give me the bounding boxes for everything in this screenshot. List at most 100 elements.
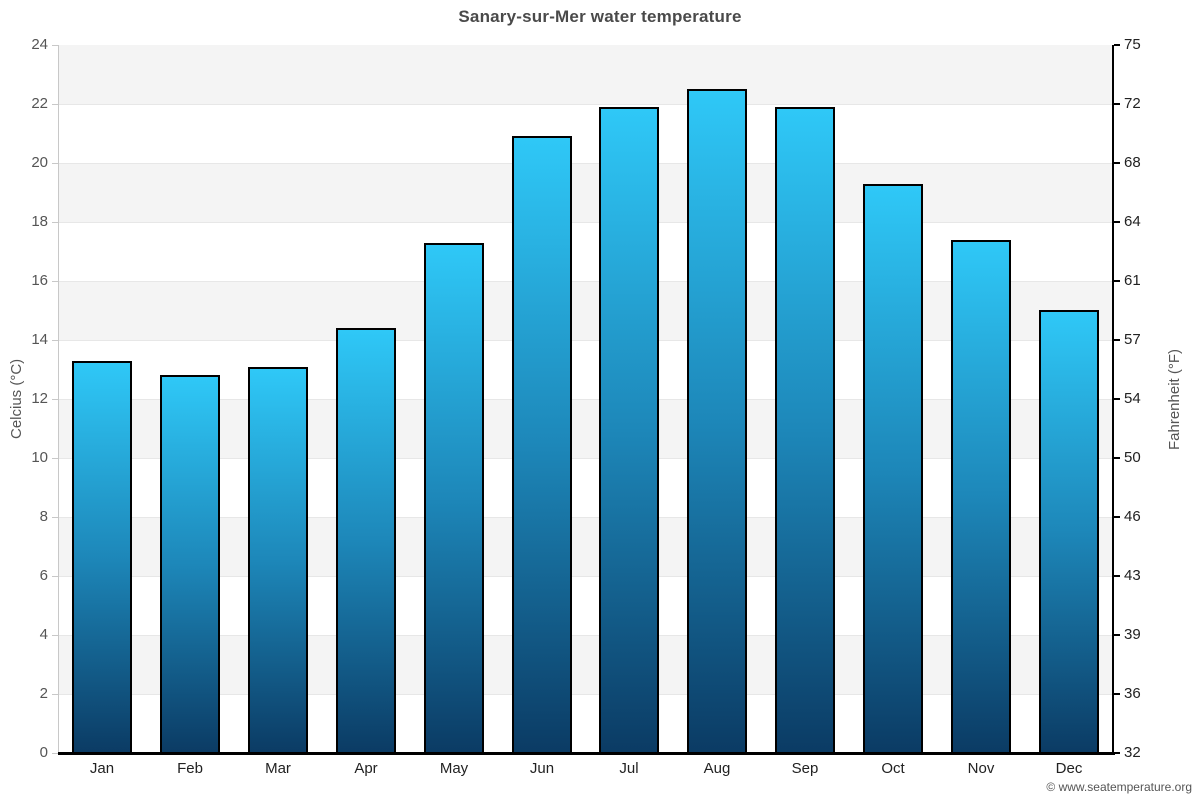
left-tick-label: 0 xyxy=(39,744,48,761)
gridline xyxy=(58,222,1113,223)
left-tick-label: 6 xyxy=(39,567,48,584)
plot-band xyxy=(58,45,1113,104)
plot-band xyxy=(58,458,1113,517)
plot-band xyxy=(58,576,1113,635)
x-tick-label-sep: Sep xyxy=(791,760,819,777)
plot-band xyxy=(58,694,1113,753)
x-tick-label-mar: Mar xyxy=(265,760,291,777)
x-tick-label-feb: Feb xyxy=(177,760,203,777)
right-axis-line xyxy=(1112,45,1114,753)
bar-jan[interactable] xyxy=(72,361,132,753)
x-tick-label-jul: Jul xyxy=(619,760,639,777)
bar-may[interactable] xyxy=(424,243,484,753)
x-tick-label-nov: Nov xyxy=(967,760,995,777)
right-tick-mark xyxy=(1114,44,1120,46)
right-tick-label: 68 xyxy=(1124,154,1141,171)
bar-mar[interactable] xyxy=(248,367,308,753)
left-tick-mark xyxy=(52,753,58,754)
right-tick-mark xyxy=(1114,693,1120,695)
left-tick-label: 18 xyxy=(31,213,48,230)
gridline xyxy=(58,104,1113,105)
left-tick-mark xyxy=(52,399,58,400)
right-tick-label: 64 xyxy=(1124,213,1141,230)
gridline xyxy=(58,340,1113,341)
bar-jun[interactable] xyxy=(512,136,572,753)
bottom-axis-line xyxy=(58,752,1115,755)
bar-jul[interactable] xyxy=(599,107,659,753)
right-tick-mark xyxy=(1114,516,1120,518)
bar-dec[interactable] xyxy=(1039,310,1099,753)
right-tick-label: 54 xyxy=(1124,390,1141,407)
bar-nov[interactable] xyxy=(951,240,1011,753)
left-tick-mark xyxy=(52,104,58,105)
bar-sep[interactable] xyxy=(775,107,835,753)
left-tick-label: 12 xyxy=(31,390,48,407)
left-tick-mark xyxy=(52,576,58,577)
right-tick-label: 32 xyxy=(1124,744,1141,761)
right-tick-label: 57 xyxy=(1124,331,1141,348)
y-axis-title-fahrenheit: Fahrenheit (°F) xyxy=(1166,348,1183,450)
right-tick-mark xyxy=(1114,103,1120,105)
left-tick-label: 22 xyxy=(31,95,48,112)
chart-title: Sanary-sur-Mer water temperature xyxy=(458,7,742,26)
gridline xyxy=(58,281,1113,282)
left-tick-mark xyxy=(52,694,58,695)
right-tick-label: 75 xyxy=(1124,36,1141,53)
gridline xyxy=(58,458,1113,459)
left-tick-label: 10 xyxy=(31,449,48,466)
copyright: © www.seatemperature.org xyxy=(1046,780,1192,794)
right-tick-mark xyxy=(1114,575,1120,577)
gridline xyxy=(58,635,1113,636)
right-tick-label: 50 xyxy=(1124,449,1141,466)
plot-band xyxy=(58,399,1113,458)
right-tick-mark xyxy=(1114,457,1120,459)
bar-oct[interactable] xyxy=(863,184,923,753)
plot-band xyxy=(58,163,1113,222)
left-tick-label: 20 xyxy=(31,154,48,171)
gridline xyxy=(58,576,1113,577)
left-tick-label: 8 xyxy=(39,508,48,525)
right-tick-label: 36 xyxy=(1124,685,1141,702)
right-tick-mark xyxy=(1114,398,1120,400)
plot-band xyxy=(58,340,1113,399)
left-tick-mark xyxy=(52,45,58,46)
x-tick-label-jan: Jan xyxy=(89,760,115,777)
right-tick-mark xyxy=(1114,634,1120,636)
x-tick-label-aug: Aug xyxy=(703,760,731,777)
right-tick-label: 72 xyxy=(1124,95,1141,112)
bar-feb[interactable] xyxy=(160,375,220,753)
right-tick-label: 61 xyxy=(1124,272,1141,289)
right-tick-mark xyxy=(1114,280,1120,282)
left-tick-label: 14 xyxy=(31,331,48,348)
bar-apr[interactable] xyxy=(336,328,396,753)
x-tick-label-dec: Dec xyxy=(1055,760,1083,777)
plot-band xyxy=(58,104,1113,163)
plot-band xyxy=(58,281,1113,340)
gridline xyxy=(58,163,1113,164)
gridline xyxy=(58,399,1113,400)
left-tick-mark xyxy=(52,340,58,341)
left-tick-mark xyxy=(52,635,58,636)
left-tick-mark xyxy=(52,163,58,164)
left-axis-line xyxy=(58,45,59,753)
x-tick-label-jun: Jun xyxy=(529,760,555,777)
left-tick-label: 2 xyxy=(39,685,48,702)
left-tick-label: 24 xyxy=(31,36,48,53)
right-tick-mark xyxy=(1114,339,1120,341)
plot-band xyxy=(58,222,1113,281)
bar-aug[interactable] xyxy=(687,89,747,753)
x-tick-label-may: May xyxy=(439,760,469,777)
left-tick-label: 4 xyxy=(39,626,48,643)
left-tick-mark xyxy=(52,222,58,223)
plot-band xyxy=(58,635,1113,694)
gridline xyxy=(58,517,1113,518)
plot-area xyxy=(58,45,1113,753)
right-tick-label: 43 xyxy=(1124,567,1141,584)
x-tick-label-oct: Oct xyxy=(881,760,905,777)
plot-band xyxy=(58,517,1113,576)
left-tick-label: 16 xyxy=(31,272,48,289)
gridline xyxy=(58,694,1113,695)
right-tick-mark xyxy=(1114,752,1120,754)
x-tick-label-apr: Apr xyxy=(354,760,378,777)
